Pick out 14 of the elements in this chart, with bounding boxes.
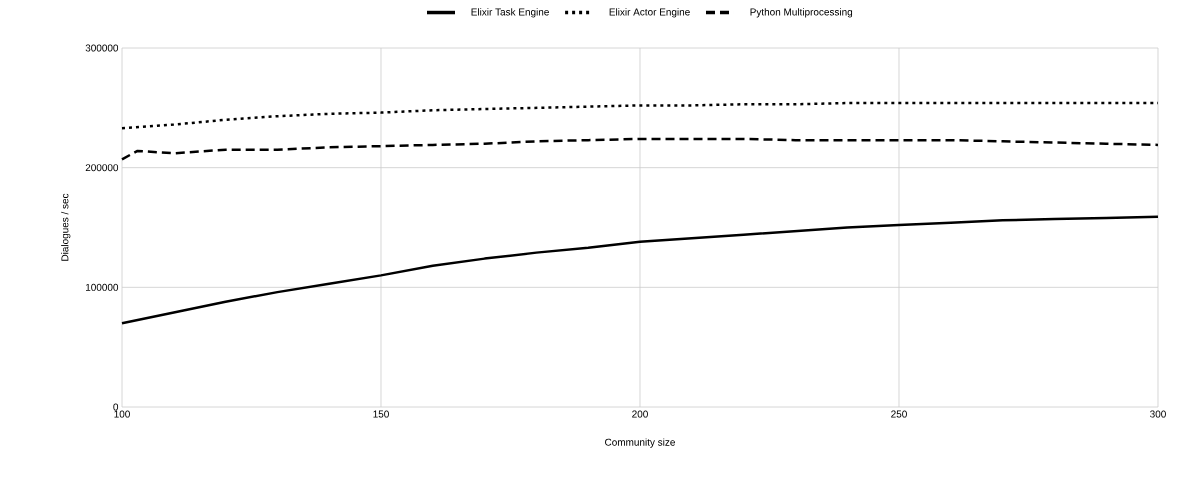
x-tick-label: 300 (1150, 410, 1166, 418)
y-tick-label: 100000 (86, 283, 119, 291)
y-tick-label: 200000 (85, 164, 119, 172)
legend-label: Elixir Actor Engine (609, 8, 690, 18)
y-axis-title: Dialogues / sec (61, 193, 71, 261)
y-tick-label: 0 (113, 403, 119, 411)
x-tick-label: 150 (373, 410, 389, 418)
x-tick-label: 200 (632, 410, 648, 418)
legend-label: Elixir Task Engine (471, 8, 549, 18)
legend-label: Python Multiprocessing (750, 8, 853, 18)
x-tick-label: 250 (891, 410, 907, 418)
y-tick-label: 300000 (85, 44, 119, 52)
x-axis-title: Community size (605, 438, 675, 448)
x-tick-label: 100 (114, 410, 130, 418)
